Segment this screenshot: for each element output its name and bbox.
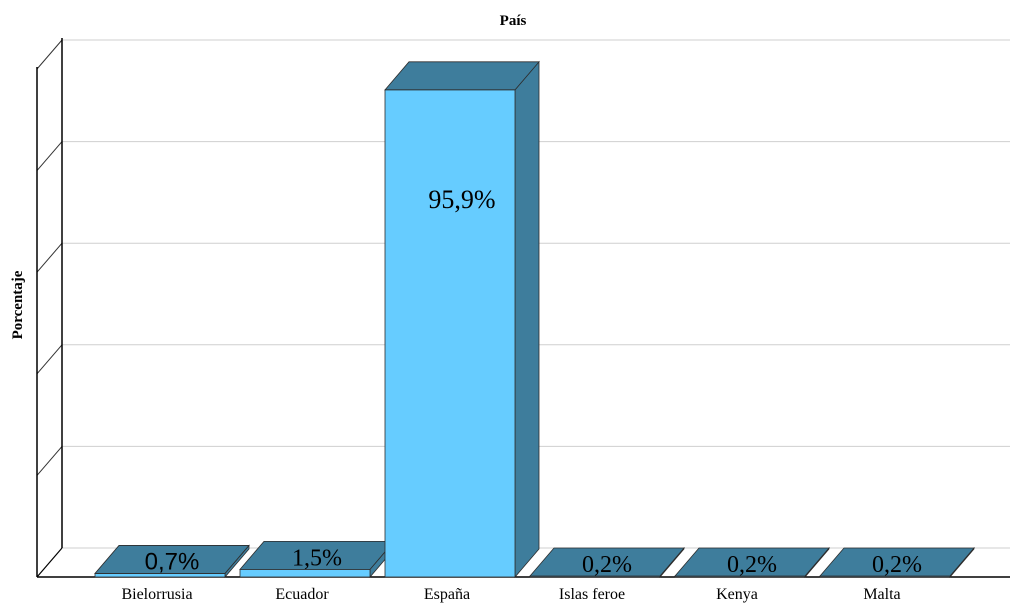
floor-edge <box>36 547 63 578</box>
data-label: 0,2% <box>582 552 632 578</box>
bars <box>94 60 975 579</box>
x-tick-label: Malta <box>863 586 900 603</box>
data-label: 0,2% <box>872 552 922 578</box>
axis-depth-tick <box>36 242 63 273</box>
bar-top <box>529 547 685 577</box>
bar-top <box>94 545 250 574</box>
axis-depth-tick <box>36 344 63 375</box>
y-axis-label: Porcentaje <box>10 270 26 339</box>
axis-depth-tick <box>36 141 63 171</box>
x-tick-label: Islas feroe <box>559 586 625 603</box>
data-label: 95,9% <box>428 185 495 214</box>
axis-depth-tick <box>36 39 63 70</box>
data-label: 1,5% <box>292 545 342 571</box>
x-tick-label: España <box>424 586 470 603</box>
x-tick-label: Kenya <box>716 586 758 603</box>
x-tick-label: Ecuador <box>275 586 329 603</box>
chart-title: País <box>500 13 527 29</box>
axis-depth-tick <box>36 446 63 476</box>
bar-top <box>819 547 975 577</box>
x-tick-label: Bielorrusia <box>121 586 192 603</box>
x-tick-labels: Bielorrusia Ecuador España Islas feroe Kenya… <box>121 586 900 603</box>
bar-top <box>384 61 540 91</box>
data-label: 0,7% <box>145 548 200 575</box>
bar-top <box>674 547 830 577</box>
data-labels: 0,7% 1,5% 95,9% 0,2% 0,2% 0,2% <box>145 185 922 578</box>
bar-side <box>514 60 540 579</box>
bar <box>384 89 516 578</box>
data-label: 0,2% <box>727 552 777 578</box>
